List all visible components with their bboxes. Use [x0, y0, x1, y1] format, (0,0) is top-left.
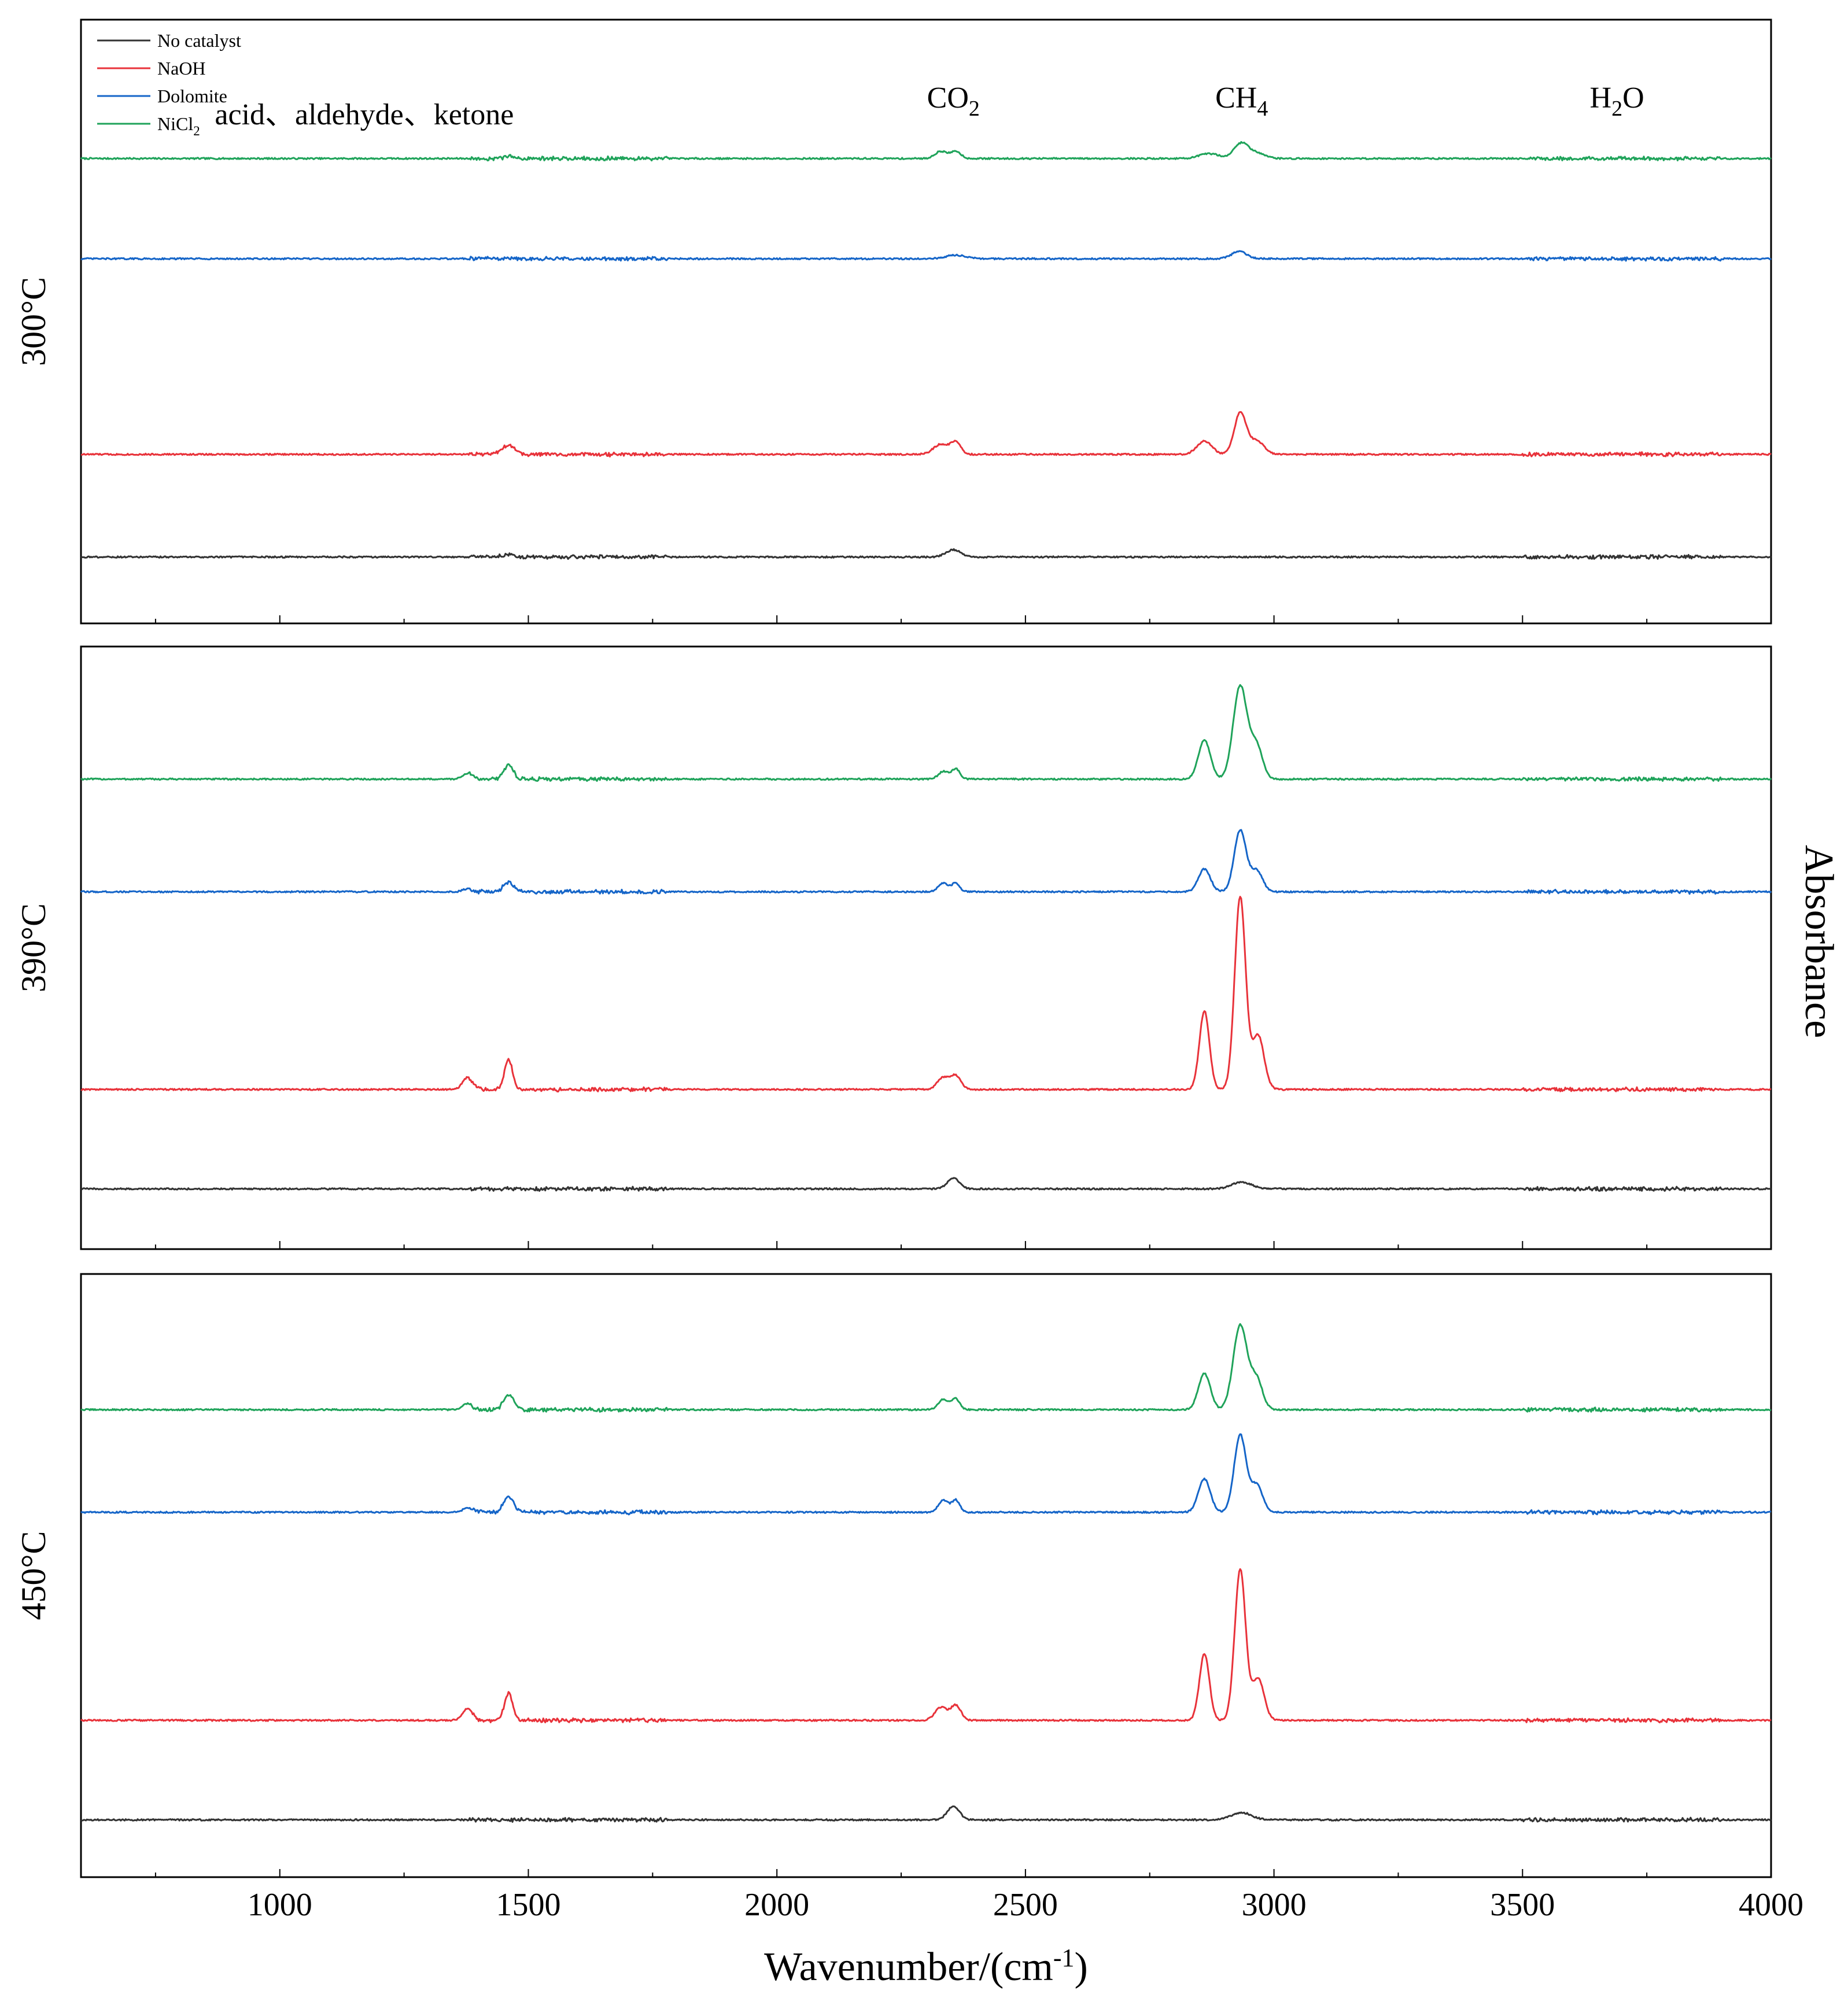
- x-tick-label: 3000: [1242, 1887, 1307, 1923]
- series-dolo: [80, 1433, 1772, 1516]
- legend-label-dolo: Dolomite: [157, 86, 227, 106]
- x-axis-title: Wavenumber/(cm-1): [764, 1944, 1088, 1990]
- x-axis-title-close: ): [1075, 1945, 1088, 1989]
- series-layer: [80, 141, 1772, 560]
- x-tick-label: 2000: [744, 1887, 809, 1923]
- panel-temperature-label: 300°C: [14, 277, 53, 366]
- y-axis-title: Absorbance: [1797, 845, 1841, 1038]
- panel-300: 300°C: [14, 19, 1772, 625]
- peak-annotation: CH4: [1215, 82, 1268, 121]
- series-none: [80, 548, 1772, 560]
- x-tick-label: 4000: [1739, 1887, 1803, 1923]
- panel-frame: [80, 19, 1772, 625]
- peak-annotation: H2O: [1590, 82, 1644, 121]
- x-tick-marks: [154, 615, 1648, 623]
- x-axis-title-exponent: -1: [1053, 1944, 1075, 1972]
- panel-390: 390°C: [14, 645, 1772, 1250]
- x-tick-label: 2500: [993, 1887, 1058, 1923]
- legend-label-nicl: NiCl2: [157, 113, 200, 138]
- x-tick-marks: [154, 1241, 1648, 1249]
- legend-label-none: No catalyst: [157, 30, 241, 51]
- panel-temperature-label: 450°C: [14, 1531, 53, 1620]
- legend-label-subscript: 2: [193, 124, 200, 138]
- x-tick-marks: [154, 1869, 1648, 1877]
- panel-frame: [80, 1273, 1772, 1878]
- panel-frame: [80, 645, 1772, 1250]
- x-tick-label: 3500: [1490, 1887, 1555, 1923]
- series-dolo: [80, 829, 1772, 895]
- series-none: [80, 1177, 1772, 1192]
- series-layer: [80, 1323, 1772, 1823]
- x-axis-title-text: Wavenumber/(cm: [764, 1945, 1053, 1989]
- peak-annotation: acid、aldehyde、ketone: [215, 98, 514, 131]
- series-naoh: [81, 411, 1772, 458]
- x-tick-labels: 1000 1500 2000 2500 3000 3500 4000: [248, 1887, 1803, 1923]
- series-naoh: [80, 896, 1772, 1093]
- series-dolo: [80, 250, 1772, 262]
- legend: No catalyst NaOH Dolomite NiCl2: [97, 30, 241, 138]
- peak-annotation-subscript: 2: [969, 97, 980, 121]
- legend-label-naoh: NaOH: [157, 58, 206, 79]
- peak-annotation-subscript: 2: [1611, 97, 1622, 121]
- series-naoh: [80, 1568, 1772, 1723]
- series-nicl: [80, 684, 1772, 782]
- series-none: [80, 1805, 1772, 1823]
- series-nicl: [80, 1323, 1772, 1413]
- x-tick-label: 1500: [496, 1887, 560, 1923]
- peak-annotation-subscript: 4: [1257, 97, 1268, 121]
- series-nicl: [80, 141, 1772, 162]
- x-tick-label: 1000: [248, 1887, 312, 1923]
- series-layer: [80, 684, 1772, 1192]
- panel-temperature-label: 390°C: [14, 903, 53, 992]
- peak-annotation-tail: O: [1622, 82, 1644, 115]
- panel-450: 450°C: [14, 1273, 1772, 1878]
